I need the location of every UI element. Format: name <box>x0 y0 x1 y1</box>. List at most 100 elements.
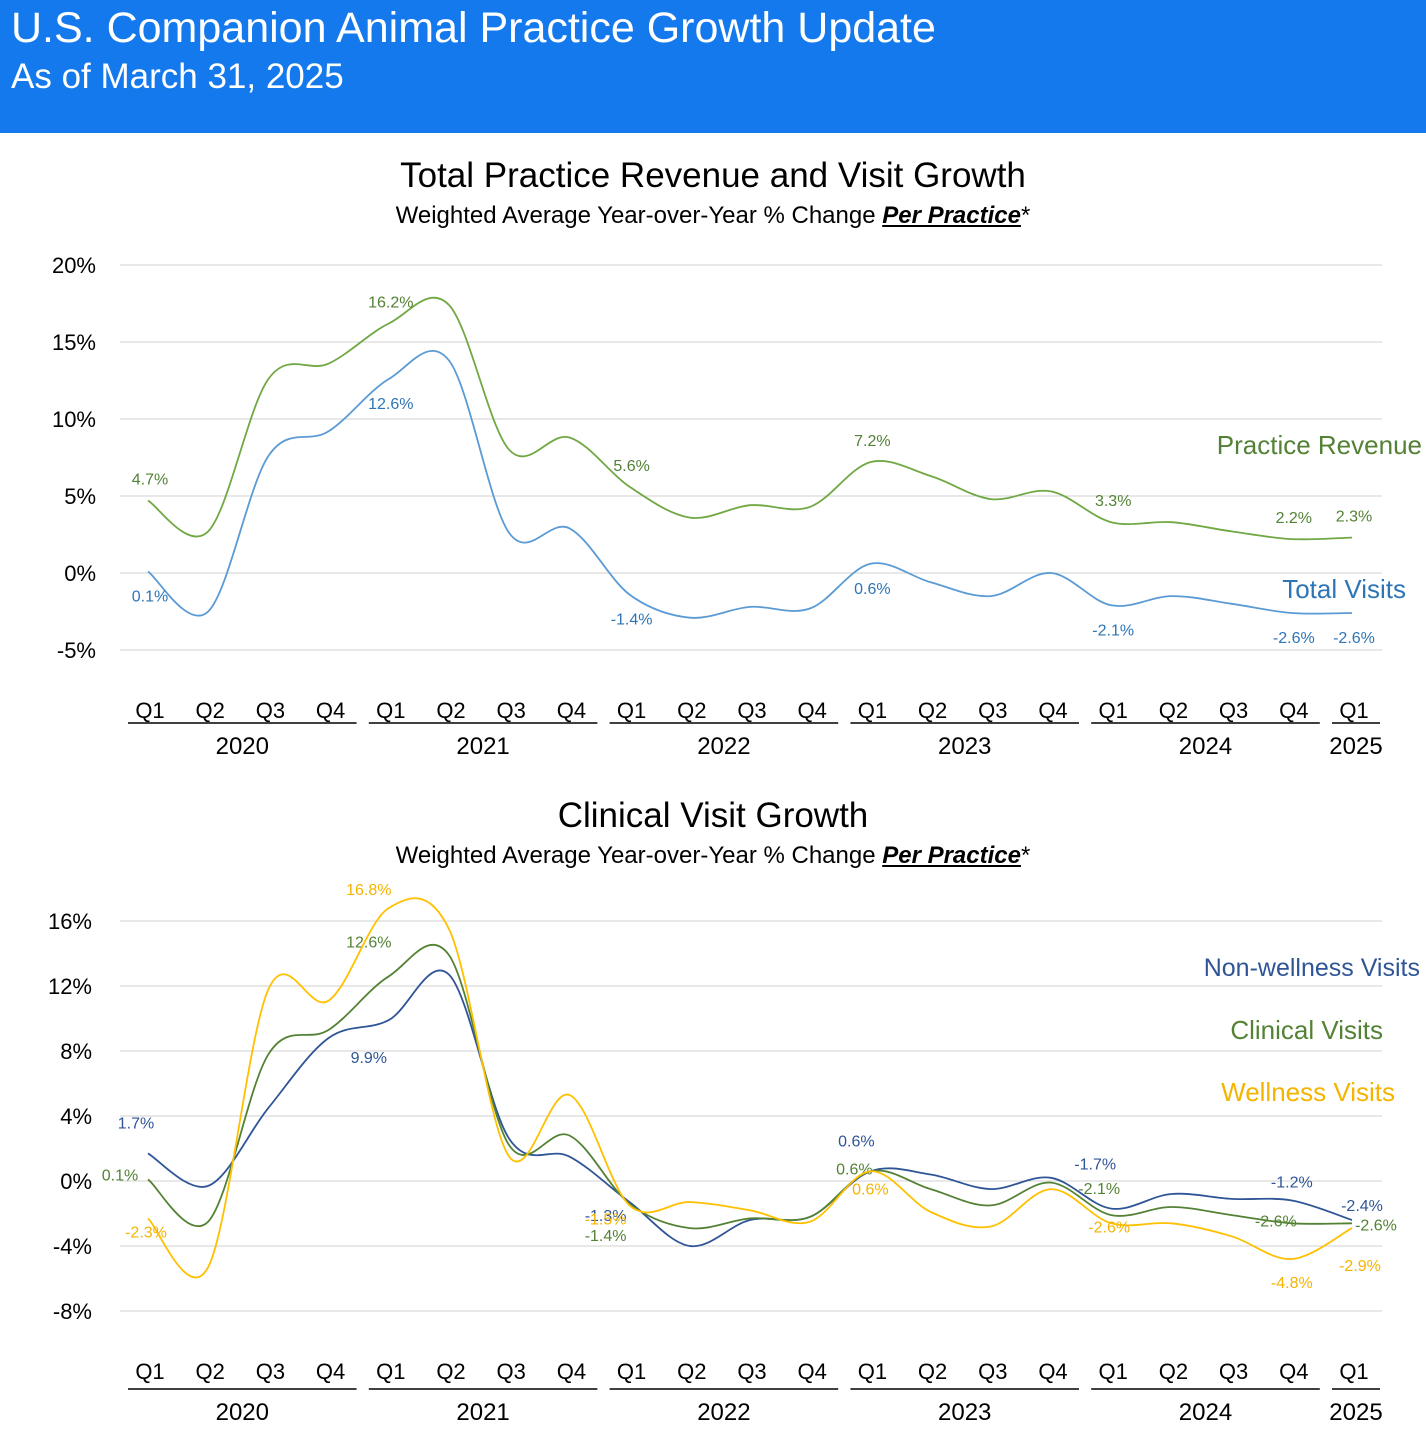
clinical-visit-plot: 16% 12% 8% 4% 0% -4% -8% Q1 Q2 Q3 Q4 Q1 Q2 Q3 Q4 Q1 Q2 Q3… <box>48 882 1420 1426</box>
series-line <box>147 350 1353 619</box>
data-label: -1.2% <box>1271 1175 1313 1192</box>
data-label: -2.6% <box>1273 630 1315 647</box>
year-label: 2021 <box>456 1399 509 1426</box>
chart-subtitle-asterisk: * <box>1020 842 1031 869</box>
page-subtitle: As of March 31, 2025 <box>11 57 344 96</box>
y-tick-label: 4% <box>60 1104 92 1129</box>
x-tick-label: Q2 <box>196 1359 225 1384</box>
revenue-visit-chart: Total Practice Revenue and Visit Growth … <box>0 140 1426 765</box>
y-tick-label: -4% <box>53 1234 92 1259</box>
legend-label: Total Visits <box>1282 574 1406 604</box>
y-tick-label: 12% <box>48 974 92 999</box>
x-tick-label: Q2 <box>1159 698 1188 723</box>
x-tick-label: Q4 <box>557 698 586 723</box>
data-label: 1.7% <box>118 1115 154 1132</box>
data-label: 0.6% <box>836 1161 872 1178</box>
y-tick-label: -5% <box>57 638 96 663</box>
data-label: -2.3% <box>125 1224 167 1241</box>
data-label: 2.3% <box>1336 509 1372 526</box>
chart-subtitle: Weighted Average Year-over-Year % Change… <box>0 842 1426 870</box>
chart-subtitle-emphasis: Per Practice <box>882 202 1021 229</box>
y-tick-label: 10% <box>52 407 96 432</box>
data-label: -1.7% <box>1074 1157 1116 1174</box>
x-tick-label: Q2 <box>1159 1359 1188 1384</box>
x-tick-label: Q1 <box>617 1359 646 1384</box>
year-label: 2021 <box>456 733 509 760</box>
x-tick-label: Q1 <box>376 1359 405 1384</box>
data-label: 0.1% <box>132 588 168 605</box>
data-label: 12.6% <box>346 934 391 951</box>
data-label: 0.1% <box>102 1167 138 1184</box>
x-tick-label: Q1 <box>617 698 646 723</box>
data-label: 16.8% <box>346 882 391 899</box>
x-tick-label: Q3 <box>256 1359 285 1384</box>
clinical-visit-chart: Clinical Visit Growth Weighted Average Y… <box>0 780 1426 1440</box>
chart-subtitle-emphasis: Per Practice <box>882 842 1021 869</box>
data-label: -1.3% <box>585 1208 627 1225</box>
x-tick-label: Q4 <box>1038 1359 1067 1384</box>
year-label: 2024 <box>1179 733 1232 760</box>
data-label: -1.4% <box>611 612 653 629</box>
data-label: -2.9% <box>1339 1258 1381 1275</box>
x-tick-label: Q4 <box>1279 1359 1308 1384</box>
data-label: -2.6% <box>1088 1219 1130 1236</box>
data-label: -1.5% <box>585 1211 627 1228</box>
year-label: 2020 <box>216 1399 269 1426</box>
year-label: 2025 <box>1329 1399 1382 1426</box>
x-tick-label: Q3 <box>256 698 285 723</box>
x-tick-label: Q2 <box>918 1359 947 1384</box>
x-tick-label: Q3 <box>1219 1359 1248 1384</box>
legend-label: Clinical Visits <box>1230 1015 1383 1045</box>
data-label: 0.6% <box>854 581 890 598</box>
chart-subtitle-asterisk: * <box>1020 202 1031 229</box>
x-tick-label: Q1 <box>135 698 164 723</box>
x-tick-label: Q2 <box>436 698 465 723</box>
chart-subtitle-text: Weighted Average Year-over-Year % Change <box>395 202 883 229</box>
legend-label: Wellness Visits <box>1221 1077 1395 1107</box>
year-label: 2022 <box>697 733 750 760</box>
legend-label: Practice Revenue <box>1217 430 1422 460</box>
x-tick-label: Q3 <box>497 698 526 723</box>
x-tick-label: Q1 <box>376 698 405 723</box>
x-tick-label: Q1 <box>1339 1359 1368 1384</box>
y-tick-label: 20% <box>52 253 96 278</box>
header-banner: U.S. Companion Animal Practice Growth Up… <box>0 0 1426 133</box>
data-label: 0.6% <box>852 1181 888 1198</box>
y-tick-label: -8% <box>53 1299 92 1324</box>
chart-subtitle: Weighted Average Year-over-Year % Change… <box>0 202 1426 230</box>
data-label: 0.6% <box>838 1133 874 1150</box>
data-label: 5.6% <box>613 458 649 475</box>
y-tick-label: 16% <box>48 909 92 934</box>
x-tick-label: Q4 <box>1038 698 1067 723</box>
data-label: -2.1% <box>1078 1181 1120 1198</box>
data-label: -2.6% <box>1255 1213 1297 1230</box>
year-label: 2022 <box>697 1399 750 1426</box>
x-tick-label: Q2 <box>918 698 947 723</box>
x-tick-label: Q2 <box>677 1359 706 1384</box>
series-line <box>147 297 1353 541</box>
x-tick-label: Q4 <box>798 1359 827 1384</box>
revenue-visit-plot: 20% 15% 10% 5% 0% -5% Q1 Q2 Q3 Q4 Q1 Q2 Q3 Q4 Q1 Q2 Q3 Q4… <box>52 253 1422 760</box>
data-label: -2.1% <box>1092 622 1134 639</box>
year-label: 2020 <box>216 733 269 760</box>
data-label: -1.4% <box>585 1228 627 1245</box>
series-line <box>147 943 1353 1230</box>
x-tick-label: Q1 <box>858 1359 887 1384</box>
x-tick-label: Q2 <box>436 1359 465 1384</box>
x-tick-label: Q4 <box>316 698 345 723</box>
chart-title: Clinical Visit Growth <box>557 796 869 835</box>
data-label: -2.6% <box>1333 630 1375 647</box>
page-title: U.S. Companion Animal Practice Growth Up… <box>11 4 936 52</box>
data-label: 9.9% <box>351 1050 387 1067</box>
x-tick-label: Q1 <box>1339 698 1368 723</box>
x-tick-label: Q4 <box>798 698 827 723</box>
data-label: 12.6% <box>368 396 413 413</box>
data-label: -2.6% <box>1355 1217 1397 1234</box>
x-tick-label: Q2 <box>677 698 706 723</box>
year-label: 2024 <box>1179 1399 1232 1426</box>
x-tick-label: Q4 <box>557 1359 586 1384</box>
x-tick-label: Q4 <box>316 1359 345 1384</box>
y-tick-label: 8% <box>60 1039 92 1064</box>
data-label: -2.4% <box>1341 1198 1383 1215</box>
x-tick-label: Q1 <box>1099 1359 1128 1384</box>
